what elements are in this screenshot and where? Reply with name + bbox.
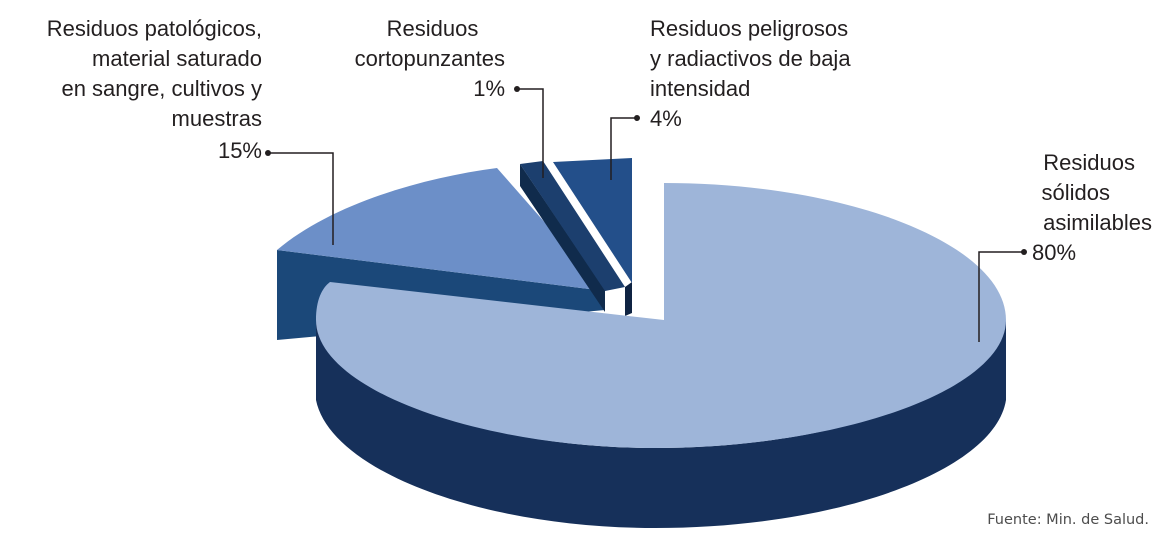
leader-dot-solidos (1021, 249, 1027, 255)
leader-dot-peligrosos (634, 115, 640, 121)
pie-slice-cortopunzantes (520, 161, 625, 312)
pie-slice-solidos-side (316, 320, 1006, 528)
slice-label-line: asimilables (1043, 210, 1152, 235)
slice-label-line: Residuos peligrosos (650, 16, 849, 41)
leader-line-patologicos (268, 152, 334, 245)
slice-value-label: 15% (217, 138, 262, 163)
leader-line-peligrosos (610, 117, 637, 180)
pie-slice-cortopunzantes-top (520, 161, 625, 291)
pie-slice-solidos-top (316, 183, 1006, 448)
slice-label-line: sólidos (1041, 180, 1110, 205)
leader-line-solidos (978, 251, 1024, 342)
pie-slice-peligrosos-side (625, 282, 632, 316)
slice-label-line: Residuos patológicos, (46, 16, 262, 41)
pie-slice-solidos (316, 183, 1006, 528)
slice-value-label: 1% (473, 76, 505, 101)
slice-label-cortopunzantes: Residuos cortopunzantes 1% (300, 14, 505, 104)
slice-value-label: 4% (650, 106, 682, 131)
pie-slice-peligrosos-top (553, 158, 632, 283)
leader-dot-cortopunzantes (514, 86, 520, 92)
slice-label-line: cortopunzantes (354, 46, 505, 71)
pie-slice-peligrosos (553, 158, 632, 316)
leader-dot-patologicos (265, 150, 271, 156)
pie-slice-patologicos-top (277, 168, 605, 291)
source-note: Fuente: Min. de Salud. (987, 512, 1149, 528)
slice-label-line: Residuos (386, 16, 479, 41)
slice-value-label: 80% (1032, 240, 1077, 265)
slice-label-line: material saturado (92, 46, 262, 71)
slice-label-line: en sangre, cultivos y (61, 76, 262, 101)
slice-label-peligrosos: Residuos peligrosos y radiactivos de baj… (650, 14, 910, 134)
slice-label-patologicos: Residuos patológicos, material saturado … (0, 14, 262, 163)
slice-label-line: muestras (171, 106, 262, 131)
slice-label-line: intensidad (650, 76, 751, 101)
slice-label-line: y radiactivos de baja (650, 46, 851, 71)
pie-slice-cortopunzantes-side (520, 164, 605, 312)
slice-label-solidos: Residuos sólidos asimilables 80% (1000, 148, 1152, 268)
leader-line-cortopunzantes (517, 88, 544, 178)
slice-label-line: Residuos (1043, 150, 1135, 175)
